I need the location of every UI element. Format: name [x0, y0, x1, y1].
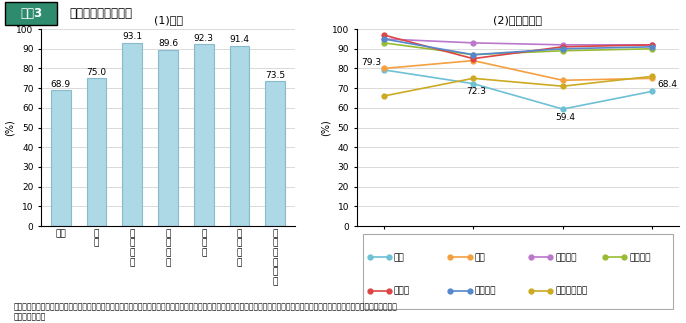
ドイツ	[558, 45, 567, 49]
フランス	[558, 47, 567, 51]
Text: フランス: フランス	[475, 286, 496, 295]
韓国	[469, 59, 477, 63]
Line: ドイツ: ドイツ	[381, 33, 654, 61]
Text: 89.6: 89.6	[158, 39, 178, 48]
フランス	[379, 37, 388, 41]
Text: スウェーデン: スウェーデン	[555, 286, 587, 295]
日本	[379, 68, 388, 72]
ドイツ	[379, 33, 388, 37]
Text: 75.0: 75.0	[86, 68, 106, 77]
Bar	[158, 49, 178, 226]
日本	[648, 89, 657, 93]
ドイツ	[469, 57, 477, 60]
Text: 59.4: 59.4	[556, 113, 576, 122]
日本	[469, 82, 477, 86]
Text: 自分には長所がある: 自分には長所がある	[69, 7, 132, 20]
イギリス	[379, 41, 388, 45]
スウェーデン	[379, 94, 388, 98]
フランス	[469, 53, 477, 57]
イギリス	[469, 53, 477, 57]
Line: スウェーデン: スウェーデン	[381, 74, 654, 99]
日本	[558, 107, 567, 111]
アメリカ	[648, 43, 657, 47]
ドイツ	[648, 43, 657, 47]
Text: 韓国: 韓国	[475, 253, 485, 262]
Line: フランス: フランス	[381, 36, 654, 57]
Line: 日本: 日本	[381, 68, 654, 111]
Bar	[194, 44, 213, 226]
Text: 72.3: 72.3	[466, 88, 486, 97]
スウェーデン	[469, 76, 477, 80]
スウェーデン	[648, 74, 657, 78]
韓国	[379, 67, 388, 70]
Line: イギリス: イギリス	[381, 40, 654, 57]
韓国	[558, 78, 567, 82]
Y-axis label: (%): (%)	[320, 119, 331, 136]
Y-axis label: (%): (%)	[5, 119, 15, 136]
Text: イギリス: イギリス	[629, 253, 650, 262]
Text: 日本: 日本	[394, 253, 405, 262]
韓国	[648, 76, 657, 80]
Text: 79.3: 79.3	[362, 58, 381, 67]
Bar	[86, 78, 106, 226]
Bar	[230, 46, 250, 226]
Text: 92.3: 92.3	[194, 34, 214, 43]
Bar	[265, 81, 285, 226]
アメリカ	[469, 41, 477, 45]
Bar	[123, 43, 142, 226]
アメリカ	[379, 37, 388, 41]
イギリス	[558, 49, 567, 53]
Title: (1)全体: (1)全体	[154, 16, 182, 26]
Text: 93.1: 93.1	[122, 32, 143, 41]
スウェーデン	[558, 84, 567, 88]
Title: (2)年齢階級別: (2)年齢階級別	[493, 16, 543, 26]
Text: 73.5: 73.5	[265, 71, 285, 80]
Text: （注）「次のことがらがあなた自身にどのくらいあてはまりますか。」との問いに対し、「自分には長所があると感じている」に「そう思う」「どちらかといえばそう思う」と回: （注）「次のことがらがあなた自身にどのくらいあてはまりますか。」との問いに対し、…	[14, 302, 398, 321]
イギリス	[648, 47, 657, 51]
Text: 68.9: 68.9	[51, 80, 71, 89]
Bar	[51, 90, 71, 226]
Text: アメリカ: アメリカ	[555, 253, 576, 262]
Text: 図表3: 図表3	[20, 7, 43, 20]
Line: 韓国: 韓国	[381, 58, 654, 83]
フランス	[648, 45, 657, 49]
Text: ドイツ: ドイツ	[394, 286, 410, 295]
Line: アメリカ: アメリカ	[381, 36, 654, 47]
アメリカ	[558, 43, 567, 47]
Text: 68.4: 68.4	[658, 80, 678, 89]
FancyBboxPatch shape	[5, 2, 57, 25]
FancyBboxPatch shape	[363, 234, 673, 308]
Text: 91.4: 91.4	[230, 36, 250, 45]
